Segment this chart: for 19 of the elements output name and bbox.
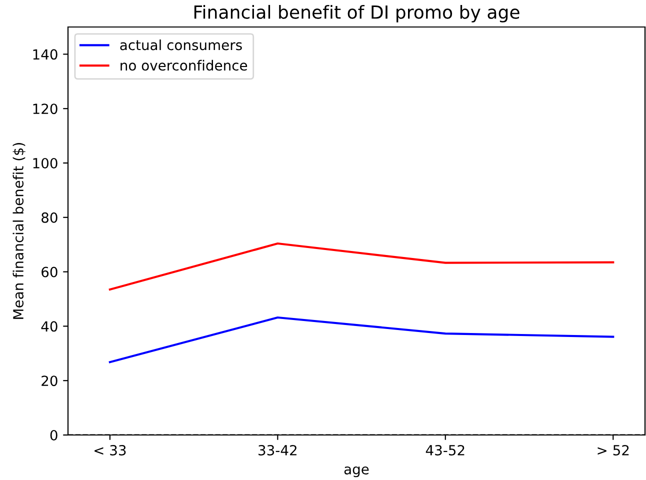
y-tick-label: 60 [42, 266, 58, 278]
chart-title: Financial benefit of DI promo by age [194, 4, 520, 22]
y-axis-title: Mean financial benefit ($) [12, 142, 26, 319]
y-tick-label: 40 [41, 321, 58, 332]
x-tick-label: < 33 [94, 444, 126, 456]
x-tick-label: > 52 [598, 444, 629, 456]
x-axis-title: age [344, 466, 369, 478]
y-tick-label: 140 [33, 49, 58, 60]
line-series [108, 242, 614, 291]
line-series [108, 316, 614, 364]
y-tick-label: 20 [42, 376, 58, 386]
x-tick-label: 43-52 [426, 444, 464, 456]
y-tick-label: 120 [33, 104, 58, 114]
x-tick-label: 33-42 [258, 444, 296, 456]
legend-label: no overconfidence [120, 60, 248, 71]
y-tick-label: 80 [42, 212, 58, 223]
y-tick-label: 100 [33, 158, 58, 168]
legend-label: actual consumers [120, 40, 242, 50]
y-tick-label: 0 [50, 430, 58, 440]
